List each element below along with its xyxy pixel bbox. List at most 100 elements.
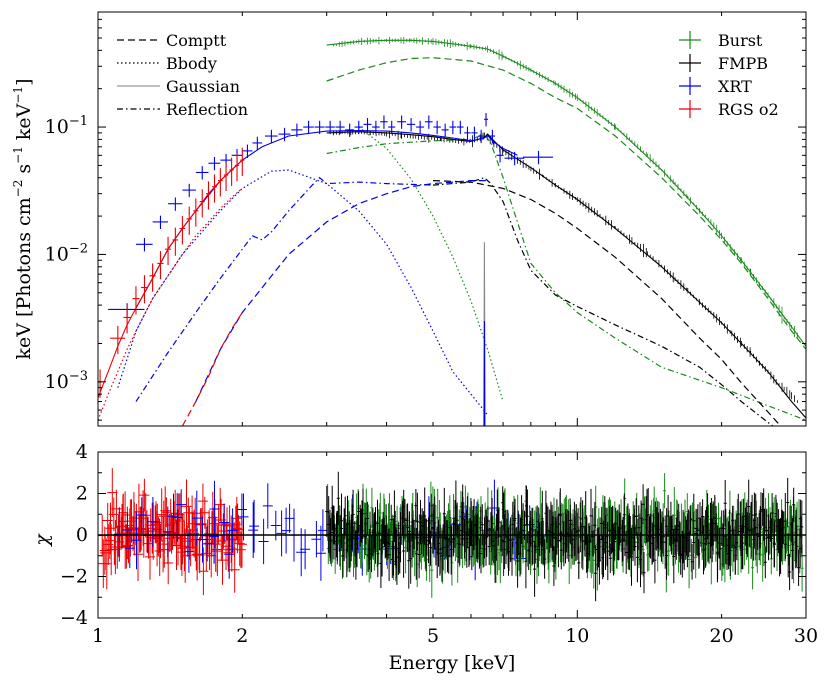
rgs-o2-data-point bbox=[193, 198, 199, 227]
residuals-fmpb bbox=[325, 471, 804, 602]
rgs-o2-data-point bbox=[132, 286, 140, 315]
xrt-data-point bbox=[449, 120, 457, 135]
xrt-data-point bbox=[372, 120, 380, 135]
xrt-data-point bbox=[303, 120, 314, 135]
tick-exponent: −2 bbox=[69, 241, 88, 256]
residuals-panel: 1 2 5 10 20 30 −4 −2 0 2 4 bbox=[60, 441, 818, 647]
xrt-data-point bbox=[456, 120, 464, 135]
x-tick-label: 30 bbox=[794, 625, 818, 647]
model-curve-burst-bbody bbox=[358, 126, 504, 402]
y-title-part-a: keV [Photons cm bbox=[13, 197, 35, 359]
xrt-data-point bbox=[314, 120, 325, 135]
xrt-data-point bbox=[397, 115, 406, 129]
xrt-data-point bbox=[424, 115, 433, 129]
xrt-data-point bbox=[484, 113, 488, 127]
xrt-data-point bbox=[208, 156, 221, 171]
rgs-o2-data-point bbox=[149, 263, 156, 292]
x-tick-label: 20 bbox=[710, 625, 734, 647]
xrt-data-point bbox=[291, 123, 303, 137]
y-tick-label: −2 bbox=[60, 566, 88, 588]
y-axis-title-residuals: χ bbox=[31, 533, 53, 548]
xrt-data-point bbox=[489, 129, 496, 144]
xrt-data-point bbox=[380, 115, 388, 129]
y-tick-label: 10−2 bbox=[45, 241, 88, 265]
xrt-data-point bbox=[441, 123, 449, 137]
xrt-data-point bbox=[108, 303, 145, 317]
model-curve-burst-comptt bbox=[326, 57, 806, 350]
model-curve-xrt-comptt bbox=[195, 180, 488, 402]
model-curve-xrt-gaussian-line bbox=[483, 320, 486, 426]
tick-exponent: −3 bbox=[69, 369, 88, 384]
rgs-o2-data-point bbox=[218, 168, 223, 197]
rgs-o2-data-point bbox=[179, 216, 186, 245]
xrt-data-point bbox=[182, 183, 196, 198]
y-tick-label: 4 bbox=[76, 441, 88, 463]
xrt-data-point bbox=[264, 129, 278, 144]
rgs-o2-data-point bbox=[123, 305, 131, 334]
spectrum-series-layer bbox=[98, 36, 806, 426]
rgs-o2-data-point bbox=[240, 147, 245, 177]
xrt-data-point bbox=[416, 120, 425, 135]
xrt-data-point bbox=[135, 238, 153, 252]
y-title-part-f: −1 bbox=[11, 86, 25, 104]
model-curve-fmpb-total-model bbox=[326, 131, 806, 419]
xrt-data-point bbox=[388, 120, 396, 135]
xrt-data-point bbox=[354, 120, 363, 135]
x-tick-label: 1 bbox=[92, 625, 104, 647]
xrt-data-point bbox=[152, 215, 169, 229]
spectrum-axes-layer: 10−310−210−1 bbox=[45, 11, 807, 426]
xrt-data-point bbox=[195, 166, 209, 180]
y-tick-label: 2 bbox=[76, 483, 88, 505]
model-curve-xrt-bbody bbox=[117, 169, 489, 416]
rgs-o2-data-point bbox=[165, 236, 171, 266]
y-axis-title-spectrum: keV [Photons cm−2 s−1 keV−1] bbox=[11, 78, 35, 359]
xrt-data-point bbox=[278, 127, 291, 142]
legend-label-fmpb: FMPB bbox=[718, 54, 768, 73]
rgs-o2-data-point bbox=[186, 206, 192, 235]
tick-base: 10 bbox=[45, 243, 69, 265]
fmpb-data-bars bbox=[333, 129, 798, 403]
xrt-data-point bbox=[406, 118, 416, 132]
tick-exponent: −1 bbox=[69, 114, 88, 129]
legend-label-rgs-o2: RGS o2 bbox=[718, 100, 779, 119]
y-tick-label: 10−1 bbox=[45, 114, 88, 138]
rgs-o2-data-point bbox=[199, 189, 205, 218]
tick-base: 10 bbox=[45, 116, 69, 138]
rgs-o2-data-point bbox=[229, 157, 234, 186]
rgs-o2-data-point bbox=[98, 369, 103, 398]
spectrum-panel-frame bbox=[97, 11, 807, 427]
rgs-o2-data-point bbox=[205, 181, 211, 210]
x-axis-title: Energy [keV] bbox=[389, 652, 516, 674]
xrt-data-point bbox=[252, 136, 263, 151]
residuals-axes-layer: 1 2 5 10 20 30 −4 −2 0 2 4 bbox=[60, 441, 818, 647]
legend-label-reflection: Reflection bbox=[166, 100, 248, 119]
x-tick-label: 10 bbox=[565, 625, 589, 647]
xrt-data-point bbox=[168, 197, 183, 211]
y-tick-label: −4 bbox=[60, 607, 88, 629]
xrt-data-point bbox=[363, 118, 372, 132]
x-tick-label: 2 bbox=[236, 625, 248, 647]
legend-label-comptt: Comptt bbox=[166, 31, 227, 50]
xrt-data-point bbox=[496, 149, 504, 163]
rgs-o2-data-point bbox=[157, 251, 164, 280]
model-curve-fmpb-comptt bbox=[432, 180, 782, 426]
xrt-data-point bbox=[478, 129, 485, 144]
model-curve-xrt-reflection bbox=[135, 176, 434, 402]
y-title-part-b: −2 bbox=[11, 180, 25, 198]
residuals-series-layer bbox=[98, 468, 804, 602]
legend-label-gaussian: Gaussian bbox=[166, 77, 240, 96]
legend-label-xrt: XRT bbox=[718, 77, 752, 96]
xrt-data-point bbox=[522, 150, 554, 165]
legend-label-bbody: Bbody bbox=[166, 54, 217, 73]
model-curve-rgs-bbody bbox=[98, 187, 243, 421]
rgs-o2-data-point bbox=[223, 162, 229, 191]
xrt-data-point bbox=[464, 126, 471, 140]
xrt-data-point bbox=[433, 120, 441, 135]
spectrum-panel: 10−310−210−1 bbox=[45, 11, 807, 427]
legend-label-burst: Burst bbox=[718, 31, 763, 50]
y-title-part-g: ] bbox=[13, 78, 35, 85]
model-curve-rgs-comptt bbox=[181, 312, 243, 426]
rgs-o2-data-point bbox=[212, 174, 217, 203]
model-curve-xrt-rgs-total-model bbox=[135, 129, 518, 309]
